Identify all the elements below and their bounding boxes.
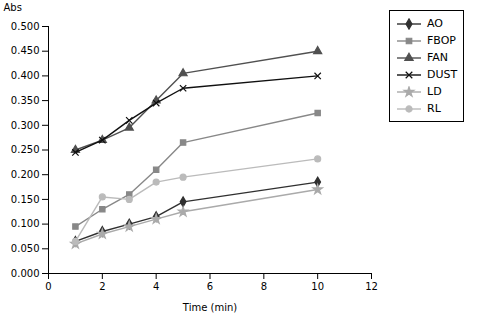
svg-text:0.250: 0.250 (11, 144, 40, 155)
html-text:FAN: FAN (427, 51, 449, 64)
html-text:DUST: DUST (427, 68, 458, 81)
svg-text:Abs: Abs (4, 2, 22, 13)
svg-text:0.400: 0.400 (11, 70, 40, 81)
svg-text:0.150: 0.150 (11, 194, 40, 205)
svg-text:8: 8 (261, 281, 267, 292)
svg-text:0.050: 0.050 (11, 243, 40, 254)
svg-text:6: 6 (207, 281, 213, 292)
svg-text:0.000: 0.000 (11, 268, 40, 279)
svg-text:10: 10 (311, 281, 324, 292)
svg-text:2: 2 (99, 281, 105, 292)
html-text:FBOP: FBOP (427, 34, 456, 47)
svg-text:Time (min): Time (min) (182, 302, 237, 313)
svg-text:4: 4 (153, 281, 159, 292)
svg-text:0.350: 0.350 (11, 95, 40, 106)
svg-text:0.500: 0.500 (11, 21, 40, 32)
svg-text:0.450: 0.450 (11, 45, 40, 56)
svg-text:12: 12 (365, 281, 378, 292)
svg-text:0.100: 0.100 (11, 218, 40, 229)
html-text:LD: LD (427, 85, 442, 98)
svg-text:0.200: 0.200 (11, 169, 40, 180)
html-text:RL: RL (427, 102, 441, 115)
svg-text:0.300: 0.300 (11, 120, 40, 131)
svg-text:0: 0 (45, 281, 51, 292)
html-text:AO: AO (427, 17, 443, 30)
